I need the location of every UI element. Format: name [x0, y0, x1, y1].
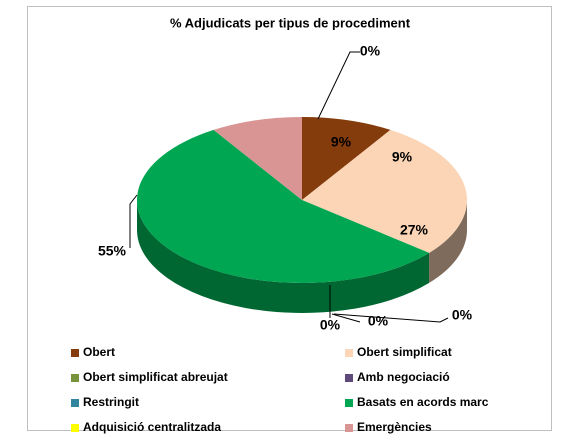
leader-line — [331, 313, 361, 323]
legend-label: Adquisició centralitzada — [83, 420, 221, 434]
value-label: 0% — [452, 307, 473, 323]
legend-swatch — [345, 349, 353, 357]
legend-swatch — [345, 399, 353, 407]
leader-line — [333, 313, 449, 323]
chart-title: % Adjudicats per tipus de procediment — [170, 15, 411, 30]
pie-side — [429, 200, 467, 283]
legend-label: Obert — [83, 345, 115, 359]
legend-label: Amb negociació — [357, 370, 450, 384]
legend-swatch — [71, 374, 79, 382]
pie-slice — [302, 117, 391, 200]
value-label: 55% — [98, 243, 127, 259]
value-label: 0% — [320, 317, 341, 333]
leader-line — [317, 51, 360, 120]
value-label: 9% — [331, 134, 352, 150]
legend-label: Obert simplificat abreujat — [83, 370, 228, 384]
legend-swatch — [71, 349, 79, 357]
value-label: 0% — [368, 313, 389, 329]
value-label: 27% — [400, 222, 429, 238]
legend-swatch — [345, 424, 353, 432]
pie-slice — [213, 117, 302, 200]
legend-label: Obert simplificat — [357, 345, 452, 359]
pie-side — [137, 200, 430, 313]
legend-swatch — [71, 399, 79, 407]
legend-label: Restringit — [83, 395, 139, 409]
pie-slice — [302, 129, 467, 253]
legend-label: Emergències — [357, 420, 432, 434]
legend-swatch — [345, 374, 353, 382]
legend-swatch — [71, 424, 79, 432]
legend-label: Basats en acords marc — [357, 395, 489, 409]
pie-slice — [136, 129, 430, 284]
leader-line — [129, 194, 138, 248]
value-label: 9% — [392, 149, 413, 165]
value-label: 0% — [360, 43, 381, 59]
